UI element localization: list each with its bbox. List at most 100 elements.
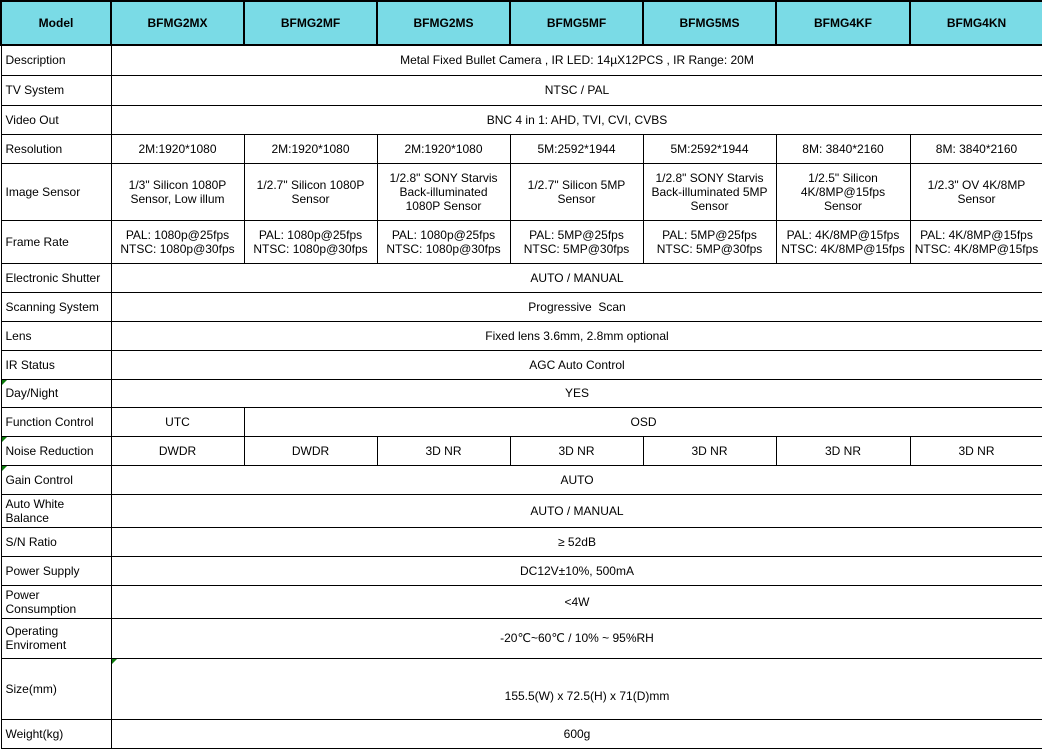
spec-value-cell: 3D NR — [509, 435, 644, 466]
col-header-bfmg4kn: BFMG4KN — [909, 0, 1042, 46]
error-marker-icon — [2, 380, 7, 385]
row-label-scanning-system: Scanning System — [0, 291, 112, 322]
row-label-text: Noise Reduction — [5, 443, 94, 458]
spec-value-cell: 2M:1920*1080 — [110, 133, 245, 164]
row-electronic-shutter: Electronic Shutter AUTO / MANUAL — [0, 262, 1042, 293]
row-label-tv-system: TV System — [0, 74, 112, 106]
value-tv-system: NTSC / PAL — [110, 74, 1042, 106]
spec-value-cell: DWDR — [243, 435, 378, 466]
row-day-night: Day/Night YES — [0, 378, 1042, 408]
value-scanning-system: Progressive Scan — [110, 291, 1042, 322]
row-label-description: Description — [0, 44, 112, 76]
error-marker-icon — [2, 437, 7, 442]
row-noise-reduction: Noise Reduction DWDR DWDR 3D NR 3D NR 3D… — [0, 435, 1042, 466]
value-description: Metal Fixed Bullet Camera , IR LED: 14µX… — [110, 44, 1042, 76]
row-lens: Lens Fixed lens 3.6mm, 2.8mm optional — [0, 320, 1042, 351]
spec-value-cell: PAL: 1080p@25fps NTSC: 1080p@30fps — [110, 219, 245, 264]
row-image-sensor: Image Sensor 1/3" Silicon 1080P Sensor, … — [0, 162, 1042, 221]
row-label-operating-enviroment: Operating Enviroment — [0, 617, 112, 659]
spec-value-cell: PAL: 5MP@25fps NTSC: 5MP@30fps — [509, 219, 644, 264]
row-gain-control: Gain Control AUTO — [0, 464, 1042, 495]
row-frame-rate: Frame Rate PAL: 1080p@25fps NTSC: 1080p@… — [0, 219, 1042, 264]
row-label-resolution: Resolution — [0, 133, 112, 164]
spec-value-cell: PAL: 4K/8MP@15fps NTSC: 4K/8MP@15fps — [775, 219, 911, 264]
spec-value-cell: 1/2.5" Silicon 4K/8MP@15fps Sensor — [775, 162, 911, 221]
spec-value-cell: 3D NR — [775, 435, 911, 466]
row-ir-status: IR Status AGC Auto Control — [0, 349, 1042, 380]
row-power-supply: Power Supply DC12V±10%, 500mA — [0, 555, 1042, 586]
col-header-bfmg2mf: BFMG2MF — [243, 0, 378, 46]
row-label-noise-reduction: Noise Reduction — [0, 435, 112, 466]
row-label-power-consumption: Power Consumption — [0, 584, 112, 619]
col-header-bfmg5ms: BFMG5MS — [642, 0, 777, 46]
spec-value-cell: PAL: 5MP@25fps NTSC: 5MP@30fps — [642, 219, 777, 264]
value-operating-enviroment: -20℃~60℃ / 10% ~ 95%RH — [110, 617, 1042, 659]
row-label-text: Day/Night — [5, 386, 59, 400]
error-marker-icon — [112, 659, 117, 664]
col-header-model: Model — [0, 0, 112, 46]
col-header-bfmg2mx: BFMG2MX — [110, 0, 245, 46]
row-sn-ratio: S/N Ratio ≥ 52dB — [0, 526, 1042, 557]
row-description: Description Metal Fixed Bullet Camera , … — [0, 44, 1042, 76]
row-label-day-night: Day/Night — [0, 378, 112, 408]
col-header-bfmg4kf: BFMG4KF — [775, 0, 911, 46]
spec-value-cell: 1/2.8" SONY Starvis Back-illuminated 5MP… — [642, 162, 777, 221]
row-label-ir-status: IR Status — [0, 349, 112, 380]
spec-value-cell: 2M:1920*1080 — [376, 133, 511, 164]
row-auto-white-balance: Auto White Balance AUTO / MANUAL — [0, 493, 1042, 528]
value-text: 155.5(W) x 72.5(H) x 71(D)mm — [504, 688, 670, 703]
header-row: Model BFMG2MX BFMG2MF BFMG2MS BFMG5MF BF… — [0, 0, 1042, 46]
spec-value-cell: 3D NR — [909, 435, 1042, 466]
spec-value-cell: 3D NR — [376, 435, 511, 466]
row-power-consumption: Power Consumption <4W — [0, 584, 1042, 619]
row-weight: Weight(kg) 600g — [0, 718, 1042, 749]
row-video-out: Video Out BNC 4 in 1: AHD, TVI, CVI, CVB… — [0, 104, 1042, 135]
value-power-consumption: <4W — [110, 584, 1042, 619]
row-label-sn-ratio: S/N Ratio — [0, 526, 112, 557]
row-label-electronic-shutter: Electronic Shutter — [0, 262, 112, 293]
error-marker-icon — [2, 466, 7, 471]
row-label-video-out: Video Out — [0, 104, 112, 135]
spec-value-cell: 1/2.8" SONY Starvis Back-illuminated 108… — [376, 162, 511, 221]
row-label-image-sensor: Image Sensor — [0, 162, 112, 221]
value-lens: Fixed lens 3.6mm, 2.8mm optional — [110, 320, 1042, 351]
value-ir-status: AGC Auto Control — [110, 349, 1042, 380]
value-electronic-shutter: AUTO / MANUAL — [110, 262, 1042, 293]
value-function-control-utc: UTC — [110, 406, 245, 437]
spec-value-cell: 3D NR — [642, 435, 777, 466]
spec-value-cell: PAL: 1080p@25fps NTSC: 1080p@30fps — [376, 219, 511, 264]
spec-value-cell: 2M:1920*1080 — [243, 133, 378, 164]
value-auto-white-balance: AUTO / MANUAL — [110, 493, 1042, 528]
spec-value-cell: 5M:2592*1944 — [509, 133, 644, 164]
row-label-lens: Lens — [0, 320, 112, 351]
row-label-gain-control: Gain Control — [0, 464, 112, 495]
value-weight: 600g — [110, 718, 1042, 749]
value-function-control-osd: OSD — [243, 406, 1042, 437]
spec-value-cell: 8M: 3840*2160 — [909, 133, 1042, 164]
value-sn-ratio: ≥ 52dB — [110, 526, 1042, 557]
spec-value-cell: 1/2.3" OV 4K/8MP Sensor — [909, 162, 1042, 221]
row-label-frame-rate: Frame Rate — [0, 219, 112, 264]
spec-value-cell: PAL: 1080p@25fps NTSC: 1080p@30fps — [243, 219, 378, 264]
spec-value-cell: 5M:2592*1944 — [642, 133, 777, 164]
col-header-bfmg2ms: BFMG2MS — [376, 0, 511, 46]
spec-value-cell: PAL: 4K/8MP@15fps NTSC: 4K/8MP@15fps — [909, 219, 1042, 264]
value-day-night: YES — [110, 378, 1042, 408]
row-operating-enviroment: Operating Enviroment -20℃~60℃ / 10% ~ 95… — [0, 617, 1042, 659]
row-label-function-control: Function Control — [0, 406, 112, 437]
row-label-weight: Weight(kg) — [0, 718, 112, 749]
row-resolution: Resolution 2M:1920*1080 2M:1920*1080 2M:… — [0, 133, 1042, 164]
spec-value-cell: DWDR — [110, 435, 245, 466]
row-label-text: Gain Control — [5, 472, 73, 487]
row-function-control: Function Control UTC OSD — [0, 406, 1042, 437]
col-header-bfmg5mf: BFMG5MF — [509, 0, 644, 46]
value-size: 155.5(W) x 72.5(H) x 71(D)mm — [110, 657, 1042, 720]
row-label-size: Size(mm) — [0, 657, 112, 720]
value-gain-control: AUTO — [110, 464, 1042, 495]
row-tv-system: TV System NTSC / PAL — [0, 74, 1042, 106]
row-label-power-supply: Power Supply — [0, 555, 112, 586]
value-video-out: BNC 4 in 1: AHD, TVI, CVI, CVBS — [110, 104, 1042, 135]
spec-value-cell: 1/2.7" Silicon 1080P Sensor — [243, 162, 378, 221]
spec-value-cell: 8M: 3840*2160 — [775, 133, 911, 164]
